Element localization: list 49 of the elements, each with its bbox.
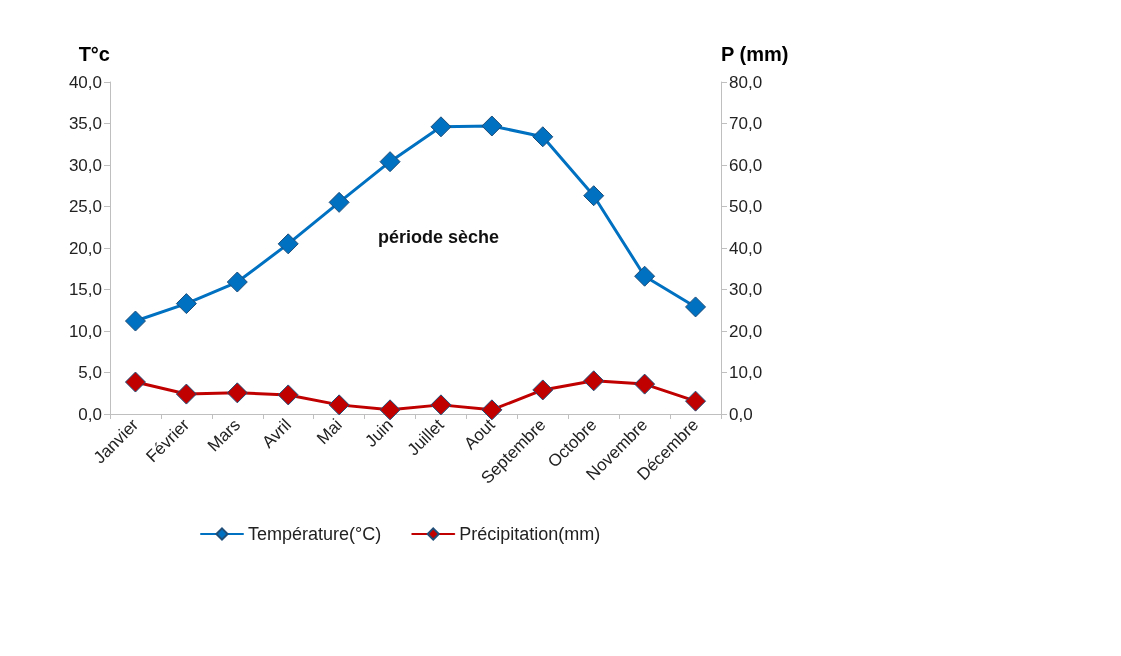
point xyxy=(634,265,656,287)
point xyxy=(430,394,452,416)
y2-tick-label: 50,0 xyxy=(729,197,763,216)
y-tick-label: 15,0 xyxy=(68,280,102,299)
y2-tick-label: 0,0 xyxy=(729,404,753,424)
point xyxy=(379,151,401,173)
y2-tick-label: 70,0 xyxy=(729,114,763,133)
y-axis-title: T°c xyxy=(78,43,110,65)
point xyxy=(226,382,248,404)
point xyxy=(532,379,554,401)
point xyxy=(532,126,554,148)
point xyxy=(226,271,248,293)
y2-axis-title: P (mm) xyxy=(721,43,789,65)
legend-label: Température(°C) xyxy=(248,524,382,544)
point xyxy=(277,384,299,406)
point xyxy=(328,191,350,213)
point xyxy=(328,394,350,416)
point xyxy=(481,399,503,421)
y-tick-label: 40,0 xyxy=(68,72,102,92)
point xyxy=(583,185,605,207)
y2-tick-label: 60,0 xyxy=(729,155,763,175)
annotation: période sèche xyxy=(378,227,500,247)
point xyxy=(481,115,503,137)
x-tick-label: Juin xyxy=(361,415,397,451)
x-tick-label: Mai xyxy=(313,415,346,449)
point xyxy=(124,371,146,393)
y2-tick-label: 10,0 xyxy=(729,363,763,382)
y-tick-label: 20,0 xyxy=(68,238,102,258)
point xyxy=(685,296,707,318)
legend-label: Précipitation(mm) xyxy=(459,524,601,544)
y2-tick-label: 80,0 xyxy=(729,72,763,92)
point xyxy=(175,383,197,405)
y-tick-label: 35,0 xyxy=(68,114,102,133)
y2-tick-label: 30,0 xyxy=(729,280,763,299)
point xyxy=(583,370,605,392)
point xyxy=(685,390,707,412)
y-tick-label: 10,0 xyxy=(68,321,102,341)
y2-tick-label: 20,0 xyxy=(729,321,763,341)
y-tick-label: 0,0 xyxy=(78,404,102,424)
y-tick-label: 30,0 xyxy=(68,155,102,175)
point xyxy=(175,293,197,315)
point xyxy=(277,233,299,255)
point xyxy=(124,310,146,332)
y-tick-label: 5,0 xyxy=(78,363,102,382)
point xyxy=(634,373,656,395)
y2-tick-label: 40,0 xyxy=(729,238,763,258)
point xyxy=(430,116,452,138)
point xyxy=(379,399,401,421)
y-tick-label: 25,0 xyxy=(68,197,102,216)
